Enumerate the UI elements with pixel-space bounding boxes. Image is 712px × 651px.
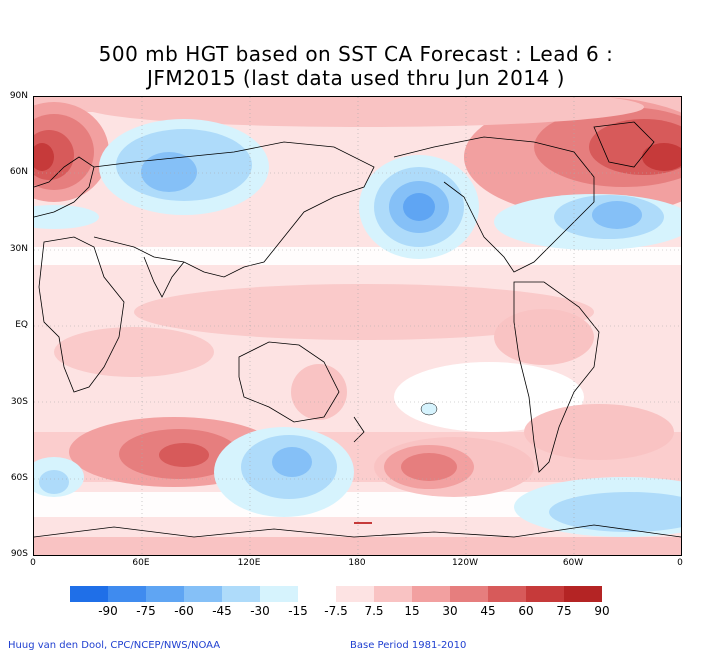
color-legend-swatch [222, 586, 260, 602]
lat-lon-grid [34, 97, 681, 555]
positive-anomaly-south-pacific [374, 437, 534, 497]
positive-anomaly-europe [34, 102, 109, 202]
color-legend-label: -60 [174, 604, 194, 618]
x-tick-label: 0 [30, 558, 36, 568]
color-legend-label: 60 [518, 604, 534, 618]
chart-title-line-2: JFM2015 (last data used thru Jun 2014 ) [147, 66, 565, 90]
color-legend-swatch [374, 586, 412, 602]
chart-title-line-1: 500 mb HGT based on SST CA Forecast : Le… [98, 42, 614, 66]
anomaly-map [33, 96, 682, 556]
y-tick-label: 60S [10, 473, 28, 483]
color-legend-swatch [526, 586, 564, 602]
color-legend-swatch [450, 586, 488, 602]
y-tick-label: 30S [10, 397, 28, 407]
base-period: Base Period 1981-2010 [350, 640, 467, 651]
color-legend-label: 30 [442, 604, 458, 618]
y-tick-label: 90N [9, 91, 28, 101]
y-tick-label: 30N [9, 244, 28, 254]
color-legend-swatch [564, 586, 602, 602]
coastlines [34, 121, 681, 538]
color-legend-swatch [336, 586, 374, 602]
color-legend-label: -30 [250, 604, 270, 618]
positive-anomaly-north-america [464, 97, 681, 217]
color-legend-label: 90 [594, 604, 610, 618]
negative-anomaly-siberia [99, 119, 269, 215]
x-tick-label: 180 [348, 558, 366, 568]
y-tick-label: EQ [15, 320, 28, 330]
color-legend-swatch [70, 586, 108, 602]
y-tick-label: 60N [9, 167, 28, 177]
negative-anomaly-south-australia [214, 427, 354, 517]
color-legend-label: -90 [98, 604, 118, 618]
color-legend-swatch [108, 586, 146, 602]
x-tick-label: 60E [132, 558, 150, 568]
color-legend-label: 15 [404, 604, 420, 618]
color-legend-label: 45 [480, 604, 496, 618]
x-tick-label: 60W [562, 558, 584, 568]
negative-anomaly-north-atlantic [494, 194, 681, 250]
y-tick-label: 90S [10, 549, 28, 559]
color-legend [70, 586, 602, 602]
negative-anomaly-south-atlantic [514, 477, 681, 537]
color-legend-label: 7.5 [364, 604, 384, 618]
color-legend-swatch [184, 586, 222, 602]
negative-anomaly-north-pacific [359, 155, 479, 259]
color-legend-label: -15 [288, 604, 308, 618]
x-tick-label: 120E [237, 558, 261, 568]
color-legend-label: 75 [556, 604, 572, 618]
author-credit: Huug van den Dool, CPC/NCEP/NWS/NOAA [8, 640, 221, 651]
color-legend-label: -75 [136, 604, 156, 618]
color-legend-label: -45 [212, 604, 232, 618]
x-tick-label: 120W [451, 558, 479, 568]
color-legend-swatch [488, 586, 526, 602]
color-legend-swatch [146, 586, 184, 602]
color-legend-swatch [260, 586, 298, 602]
color-legend-swatch [298, 586, 336, 602]
color-legend-swatch [412, 586, 450, 602]
x-tick-label: 0 [677, 558, 683, 568]
color-legend-label: -7.5 [324, 604, 348, 618]
